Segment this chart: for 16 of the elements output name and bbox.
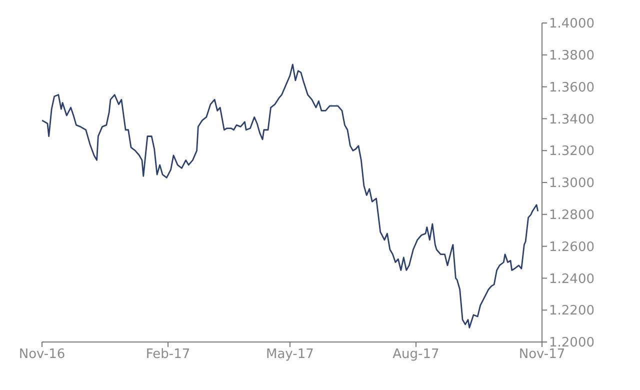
line-series xyxy=(42,64,539,328)
y-tick-label: 1.3200 xyxy=(549,144,594,160)
y-tick-label: 1.3800 xyxy=(549,48,594,64)
y-tick-label: 1.4000 xyxy=(549,16,594,32)
x-tick-label: May-17 xyxy=(266,347,314,362)
y-tick-label: 1.2600 xyxy=(549,240,594,255)
y-tick-label: 1.2200 xyxy=(549,304,594,319)
x-tick-label: Nov-16 xyxy=(18,347,66,362)
y-tick-label: 1.3600 xyxy=(549,80,594,96)
x-tick-label: Nov-17 xyxy=(518,347,566,362)
y-tick-label: 1.2800 xyxy=(549,208,594,224)
y-tick-label: 1.2400 xyxy=(549,272,594,287)
x-tick-label: Feb-17 xyxy=(146,347,190,362)
y-tick-label: 1.3000 xyxy=(549,176,594,192)
y-tick-label: 1.3400 xyxy=(549,112,594,128)
x-tick-label: Aug-17 xyxy=(392,347,440,362)
